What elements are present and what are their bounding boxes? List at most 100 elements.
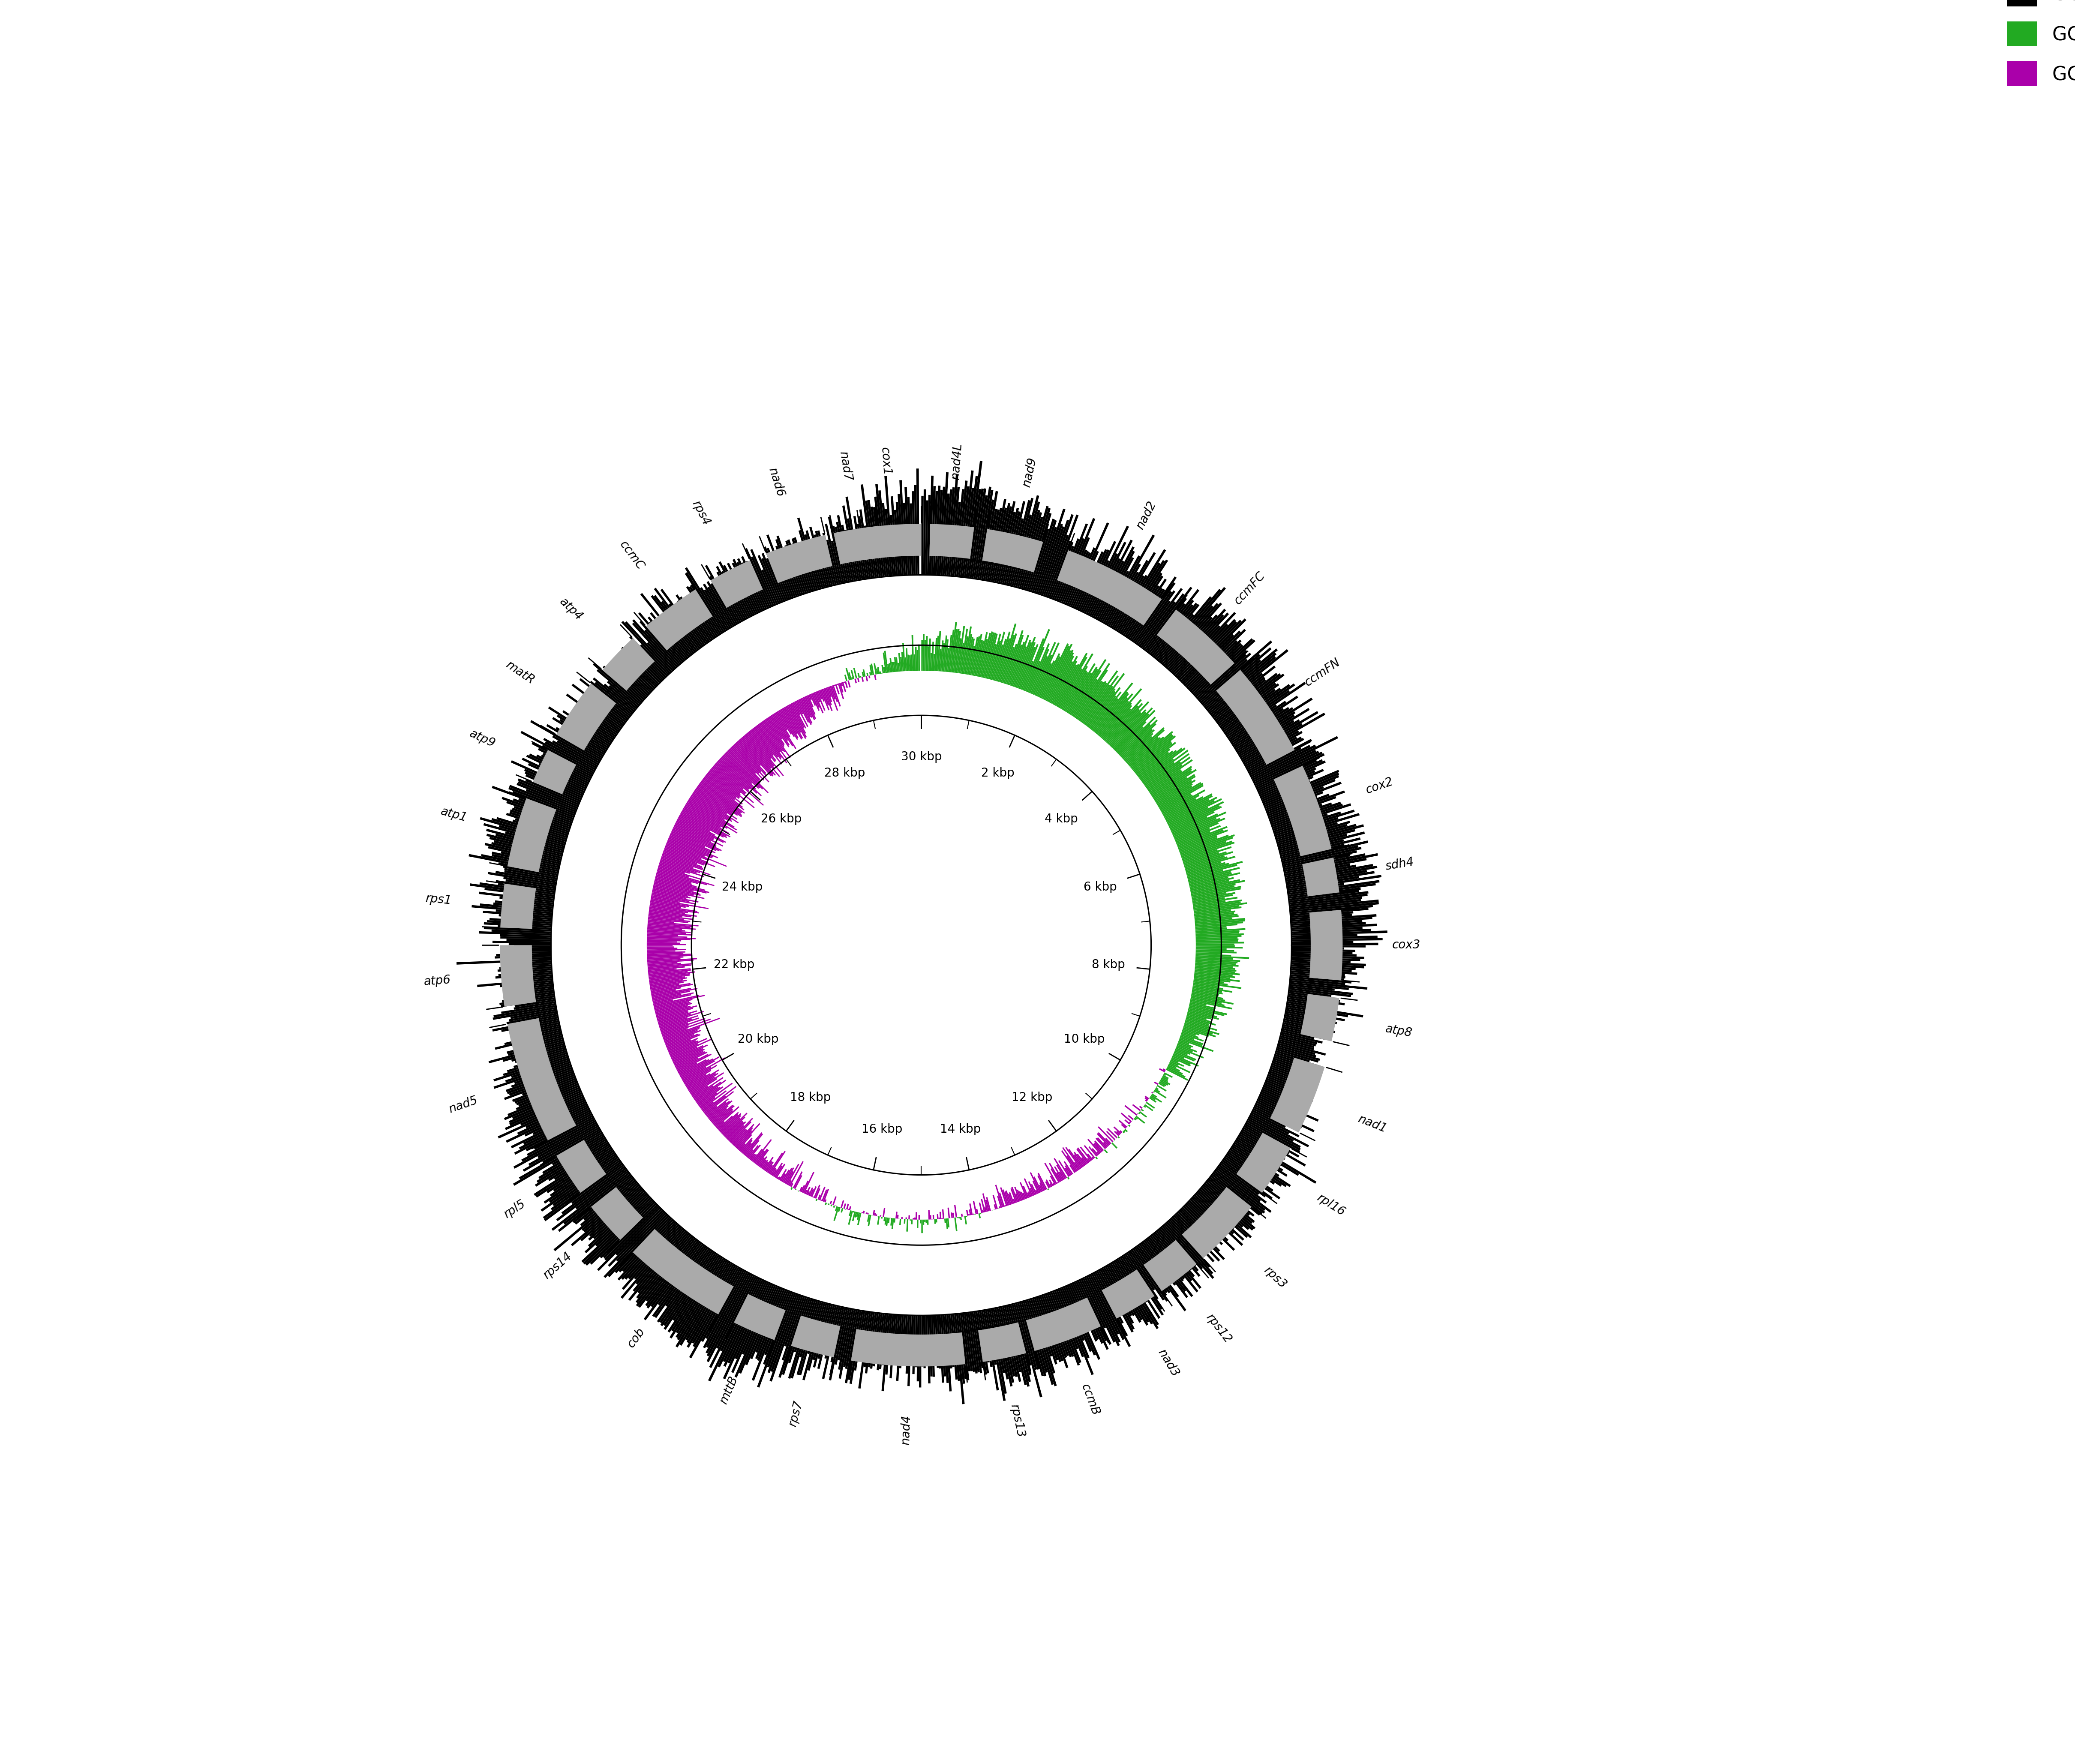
Polygon shape — [1058, 1171, 1064, 1180]
Polygon shape — [1168, 1065, 1181, 1071]
Polygon shape — [1199, 658, 1247, 702]
Polygon shape — [1291, 928, 1372, 933]
Polygon shape — [1195, 938, 1239, 940]
Polygon shape — [550, 1155, 616, 1203]
Polygon shape — [992, 503, 1011, 582]
Polygon shape — [647, 921, 699, 926]
Polygon shape — [724, 1117, 745, 1138]
Polygon shape — [647, 949, 687, 951]
Polygon shape — [691, 794, 732, 820]
Polygon shape — [1257, 760, 1326, 792]
Polygon shape — [618, 662, 652, 693]
Polygon shape — [732, 744, 759, 774]
Polygon shape — [1079, 549, 1110, 610]
Text: 30 kbp: 30 kbp — [901, 751, 942, 762]
Polygon shape — [1166, 799, 1210, 822]
Polygon shape — [1050, 1175, 1056, 1185]
Polygon shape — [994, 506, 1013, 582]
Polygon shape — [540, 764, 587, 787]
Polygon shape — [1060, 536, 1089, 603]
Polygon shape — [701, 780, 745, 813]
Polygon shape — [824, 688, 832, 706]
Polygon shape — [865, 501, 878, 579]
Polygon shape — [504, 877, 556, 887]
Polygon shape — [1274, 1055, 1313, 1067]
Polygon shape — [1195, 928, 1245, 931]
Polygon shape — [1056, 1289, 1083, 1357]
Polygon shape — [1021, 1302, 1044, 1376]
Polygon shape — [658, 1011, 697, 1023]
Polygon shape — [513, 1027, 560, 1039]
Polygon shape — [508, 1011, 558, 1021]
Polygon shape — [1006, 1191, 1013, 1205]
Polygon shape — [552, 1171, 629, 1231]
Polygon shape — [649, 983, 691, 991]
Polygon shape — [643, 630, 679, 667]
Polygon shape — [745, 1134, 764, 1155]
Polygon shape — [1087, 1157, 1091, 1162]
Polygon shape — [1089, 1274, 1125, 1341]
Polygon shape — [658, 870, 708, 886]
Polygon shape — [656, 1005, 691, 1016]
Polygon shape — [581, 1198, 652, 1263]
Polygon shape — [1201, 1185, 1253, 1231]
Polygon shape — [508, 1092, 583, 1125]
Polygon shape — [695, 1080, 726, 1102]
Polygon shape — [521, 975, 552, 981]
Polygon shape — [1187, 868, 1239, 880]
Polygon shape — [695, 1087, 718, 1102]
Polygon shape — [517, 783, 577, 810]
Polygon shape — [1110, 709, 1145, 746]
Polygon shape — [672, 1254, 718, 1321]
Polygon shape — [824, 1305, 838, 1358]
Polygon shape — [701, 1101, 714, 1111]
Polygon shape — [1135, 591, 1174, 644]
Polygon shape — [803, 1302, 826, 1379]
Polygon shape — [571, 718, 610, 744]
Polygon shape — [618, 1217, 670, 1272]
Polygon shape — [1145, 757, 1191, 789]
Polygon shape — [1160, 1078, 1170, 1085]
Polygon shape — [1291, 967, 1351, 972]
Polygon shape — [1262, 769, 1338, 803]
Polygon shape — [1222, 688, 1280, 730]
Polygon shape — [1160, 1226, 1199, 1272]
Polygon shape — [1166, 796, 1212, 820]
Polygon shape — [1040, 656, 1060, 699]
Polygon shape — [1274, 1057, 1320, 1073]
Polygon shape — [892, 662, 896, 672]
Polygon shape — [689, 1073, 718, 1092]
Polygon shape — [710, 1101, 732, 1120]
Polygon shape — [824, 1189, 830, 1201]
Polygon shape — [647, 963, 691, 968]
Polygon shape — [1108, 559, 1147, 626]
Polygon shape — [1118, 559, 1164, 633]
Polygon shape — [1139, 1106, 1143, 1110]
Polygon shape — [1116, 727, 1143, 753]
Polygon shape — [990, 1309, 1006, 1394]
Polygon shape — [751, 1289, 789, 1381]
Polygon shape — [668, 838, 714, 857]
Polygon shape — [749, 1154, 755, 1161]
Polygon shape — [546, 723, 602, 759]
Polygon shape — [1141, 748, 1185, 781]
Polygon shape — [527, 764, 585, 790]
Polygon shape — [747, 1150, 753, 1157]
Polygon shape — [706, 564, 739, 623]
Polygon shape — [695, 787, 732, 813]
Polygon shape — [500, 947, 552, 949]
Polygon shape — [691, 1267, 739, 1344]
Polygon shape — [1174, 1051, 1195, 1062]
Polygon shape — [515, 1014, 558, 1025]
Polygon shape — [917, 1316, 919, 1381]
Polygon shape — [502, 1055, 569, 1076]
Polygon shape — [647, 956, 683, 960]
Polygon shape — [1228, 704, 1276, 739]
Polygon shape — [940, 640, 944, 672]
Polygon shape — [1062, 670, 1087, 711]
Polygon shape — [654, 995, 691, 1004]
Polygon shape — [1031, 656, 1048, 693]
Polygon shape — [691, 1085, 708, 1097]
Polygon shape — [793, 538, 813, 593]
Polygon shape — [768, 1152, 782, 1173]
